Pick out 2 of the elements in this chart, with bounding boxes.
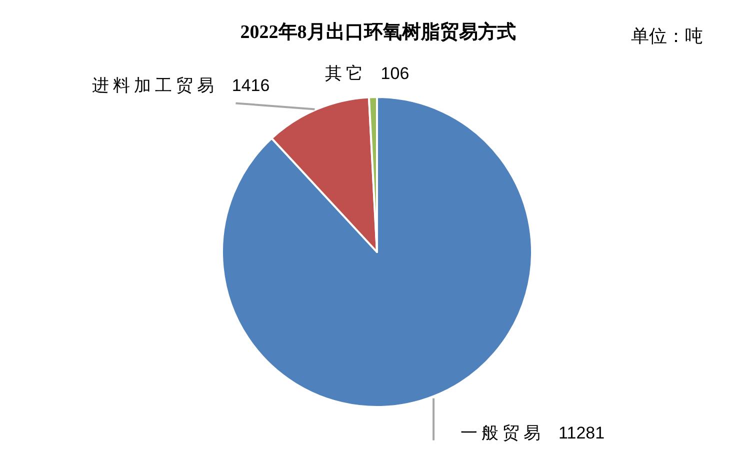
- title: 2022年8月出口环氧树脂贸易方式: [240, 22, 516, 43]
- annotation: 单位：吨: [631, 26, 703, 46]
